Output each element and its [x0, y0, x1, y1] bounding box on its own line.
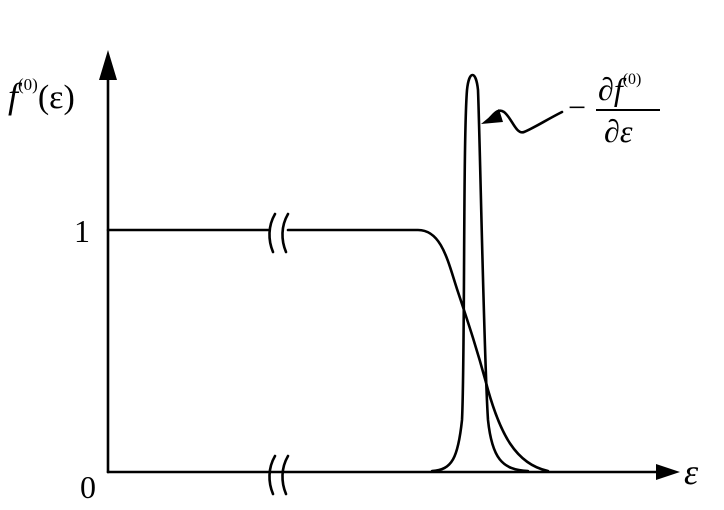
y-axis-label-superscript: (0) — [18, 75, 38, 94]
y-axis-label: f(0)(ε) — [8, 75, 75, 116]
annotation-minus-sign: − — [568, 89, 586, 125]
annotation-pointer-arrowhead — [481, 109, 503, 124]
tick-label-zero: 0 — [80, 469, 96, 505]
y-axis-arrowhead — [99, 50, 117, 80]
axis-break-mark-bottom — [268, 454, 290, 496]
x-axis-label: ε — [684, 452, 699, 492]
fermi-dirac-curve — [106, 228, 550, 473]
tick-label-one: 1 — [74, 213, 90, 249]
annotation-numerator-base: ∂f — [598, 71, 627, 107]
y-axis-label-argument: (ε) — [38, 79, 75, 116]
annotation-numerator: ∂f(0) — [598, 71, 641, 107]
annotation-numerator-superscript: (0) — [623, 71, 642, 88]
x-axis-arrowhead — [656, 464, 680, 480]
annotation-denominator: ∂ε — [604, 113, 633, 149]
axis-break-mark-top — [268, 212, 290, 254]
derivative-peak-curve — [430, 73, 530, 473]
